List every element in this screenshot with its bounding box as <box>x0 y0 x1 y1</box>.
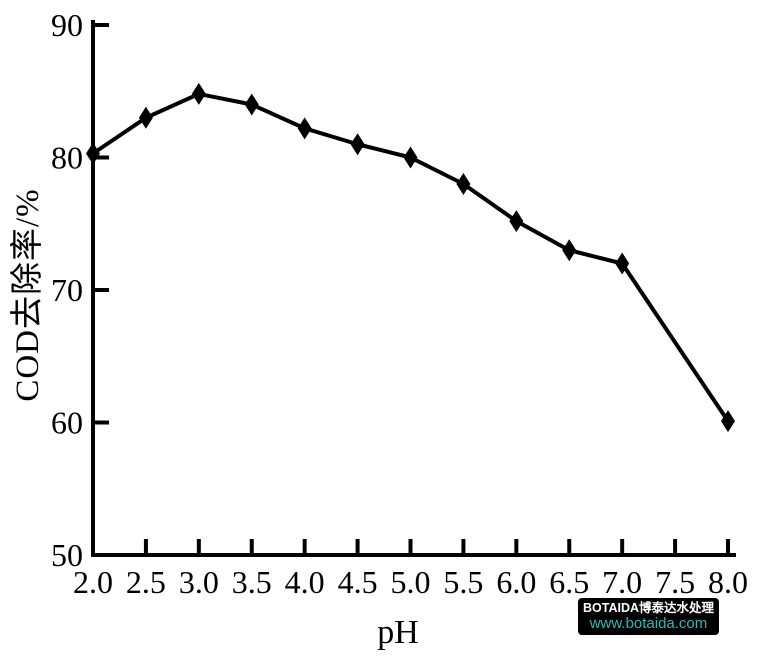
watermark-url-text: www.botaida.com <box>589 615 708 633</box>
x-tick-label: 2.0 <box>73 564 113 600</box>
x-tick-label: 4.5 <box>338 564 378 600</box>
data-point-marker <box>350 133 365 156</box>
x-tick-label: 6.5 <box>549 564 589 600</box>
data-point-marker <box>138 106 153 129</box>
x-tick-label: 5.0 <box>391 564 431 600</box>
x-tick-label: 6.0 <box>496 564 536 600</box>
y-tick-label: 50 <box>51 537 83 573</box>
y-tick-label: 90 <box>51 7 83 43</box>
y-tick-label: 80 <box>51 140 83 176</box>
data-point-marker <box>509 210 524 233</box>
data-point-marker <box>86 142 100 165</box>
data-point-marker <box>403 146 418 169</box>
x-tick-label: 7.5 <box>655 564 695 600</box>
data-point-marker <box>615 252 630 275</box>
x-tick-label: 3.0 <box>179 564 219 600</box>
data-point-marker <box>456 173 471 195</box>
data-point-marker <box>191 82 206 105</box>
data-point-marker <box>721 410 735 433</box>
watermark-badge: BOTAIDA博泰达水处理 www.botaida.com <box>578 598 719 635</box>
data-point-marker <box>244 93 259 116</box>
x-tick-label: 8.0 <box>708 564 748 600</box>
x-tick-label: 2.5 <box>126 564 166 600</box>
x-tick-label: 4.0 <box>285 564 325 600</box>
data-line <box>91 91 730 423</box>
x-axis-label: pH <box>377 614 419 651</box>
x-tick-label: 3.5 <box>232 564 272 600</box>
data-point-marker <box>297 117 312 140</box>
y-tick-label: 70 <box>51 272 83 308</box>
watermark-brand-text: BOTAIDA博泰达水处理 <box>582 600 714 615</box>
data-point-marker <box>562 239 577 262</box>
y-axis-label: COD去除率/% <box>10 188 46 402</box>
y-tick-label: 60 <box>51 405 83 441</box>
x-tick-label: 5.5 <box>443 564 483 600</box>
x-tick-label: 7.0 <box>602 564 642 600</box>
